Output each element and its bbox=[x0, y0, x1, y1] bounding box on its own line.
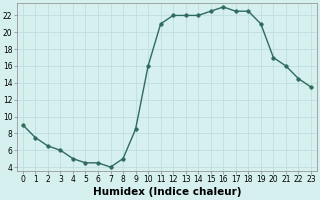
X-axis label: Humidex (Indice chaleur): Humidex (Indice chaleur) bbox=[93, 187, 241, 197]
